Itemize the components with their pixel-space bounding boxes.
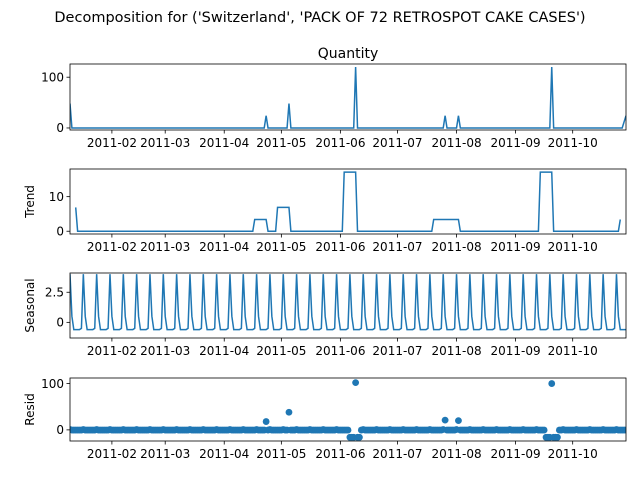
ylabel-resid: Resid (23, 393, 37, 425)
xtick-label: 2011-10 (548, 136, 598, 150)
resid-point (554, 433, 561, 441)
axes-frame-seasonal (69, 272, 627, 339)
xtick-label: 2011-07 (372, 240, 422, 254)
ylabel-trend: Trend (23, 185, 37, 219)
panel-observed: Quantity 0 100 2011-02 2011-03 2011-04 2011-05… (41, 46, 627, 150)
xtick-label: 2011-04 (199, 240, 249, 254)
panel-seasonal: Seasonal 0 2.5 2011-02 2011-03 2011-04 2011-05… (23, 272, 627, 358)
xtick-label: 2011-06 (315, 447, 365, 461)
seasonal-series-line (70, 274, 626, 331)
axes-frame-trend (69, 168, 627, 235)
xtick-label: 2011-02 (87, 240, 137, 254)
xtick-label: 2011-02 (87, 344, 137, 358)
xtick-label: 2011-03 (140, 344, 190, 358)
resid-point (622, 426, 626, 434)
ytick-label: 0 (56, 121, 64, 135)
xtick-label: 2011-09 (490, 136, 540, 150)
xtick-label: 2011-04 (199, 447, 249, 461)
xtick-label: 2011-03 (140, 447, 190, 461)
resid-point (262, 418, 270, 425)
ylabel-seasonal: Seasonal (23, 278, 37, 332)
xtick-label: 2011-10 (548, 240, 598, 254)
xtick-label: 2011-06 (315, 136, 365, 150)
ytick-label: 100 (41, 70, 64, 84)
resid-point (441, 416, 449, 424)
ytick-label: 0 (56, 316, 64, 330)
xtick-label: 2011-08 (431, 344, 481, 358)
resid-point (356, 433, 363, 441)
resid-markers (70, 379, 626, 441)
xtick-label: 2011-03 (140, 240, 190, 254)
xtick-label: 2011-08 (431, 136, 481, 150)
resid-point (344, 426, 352, 434)
resid-point (540, 426, 548, 434)
trend-series-line (74, 171, 622, 232)
resid-point (352, 379, 360, 387)
ytick-label: 2.5 (45, 285, 64, 299)
xtick-label: 2011-08 (431, 240, 481, 254)
xtick-label: 2011-06 (315, 344, 365, 358)
axes-frame-resid (69, 377, 627, 442)
axes-title-observed: Quantity (318, 46, 379, 62)
xtick-label: 2011-07 (372, 136, 422, 150)
xtick-label: 2011-05 (256, 344, 306, 358)
xtick-label: 2011-10 (548, 344, 598, 358)
xtick-label: 2011-06 (315, 240, 365, 254)
xtick-label: 2011-10 (548, 447, 598, 461)
ytick-label: 10 (49, 190, 64, 204)
ytick-label: 0 (56, 423, 64, 437)
resid-point (285, 408, 293, 416)
xtick-label: 2011-09 (490, 344, 540, 358)
panel-resid: Resid 0 100 2011-02 2011-03 2011-04 2011-05 201… (23, 377, 627, 461)
xtick-label: 2011-05 (256, 447, 306, 461)
xtick-label: 2011-02 (87, 447, 137, 461)
xtick-label: 2011-07 (372, 344, 422, 358)
figure-suptitle: Decomposition for ('Switzerland', 'PACK … (54, 10, 585, 26)
xtick-label: 2011-03 (140, 136, 190, 150)
xtick-label: 2011-05 (256, 136, 306, 150)
observed-series-line (70, 67, 626, 129)
xtick-label: 2011-07 (372, 447, 422, 461)
panel-trend: Trend 0 10 2011-02 2011-03 2011-04 2011-05 2011… (23, 168, 627, 254)
xtick-label: 2011-09 (490, 240, 540, 254)
xtick-label: 2011-05 (256, 240, 306, 254)
axes-frame-observed (69, 63, 627, 131)
ytick-label: 0 (56, 224, 64, 238)
resid-point (455, 417, 462, 425)
resid-point (548, 380, 556, 387)
xtick-label: 2011-09 (490, 447, 540, 461)
xtick-label: 2011-08 (431, 447, 481, 461)
xtick-label: 2011-04 (199, 344, 249, 358)
ytick-label: 100 (41, 377, 64, 391)
xtick-label: 2011-02 (87, 136, 137, 150)
xtick-label: 2011-04 (199, 136, 249, 150)
